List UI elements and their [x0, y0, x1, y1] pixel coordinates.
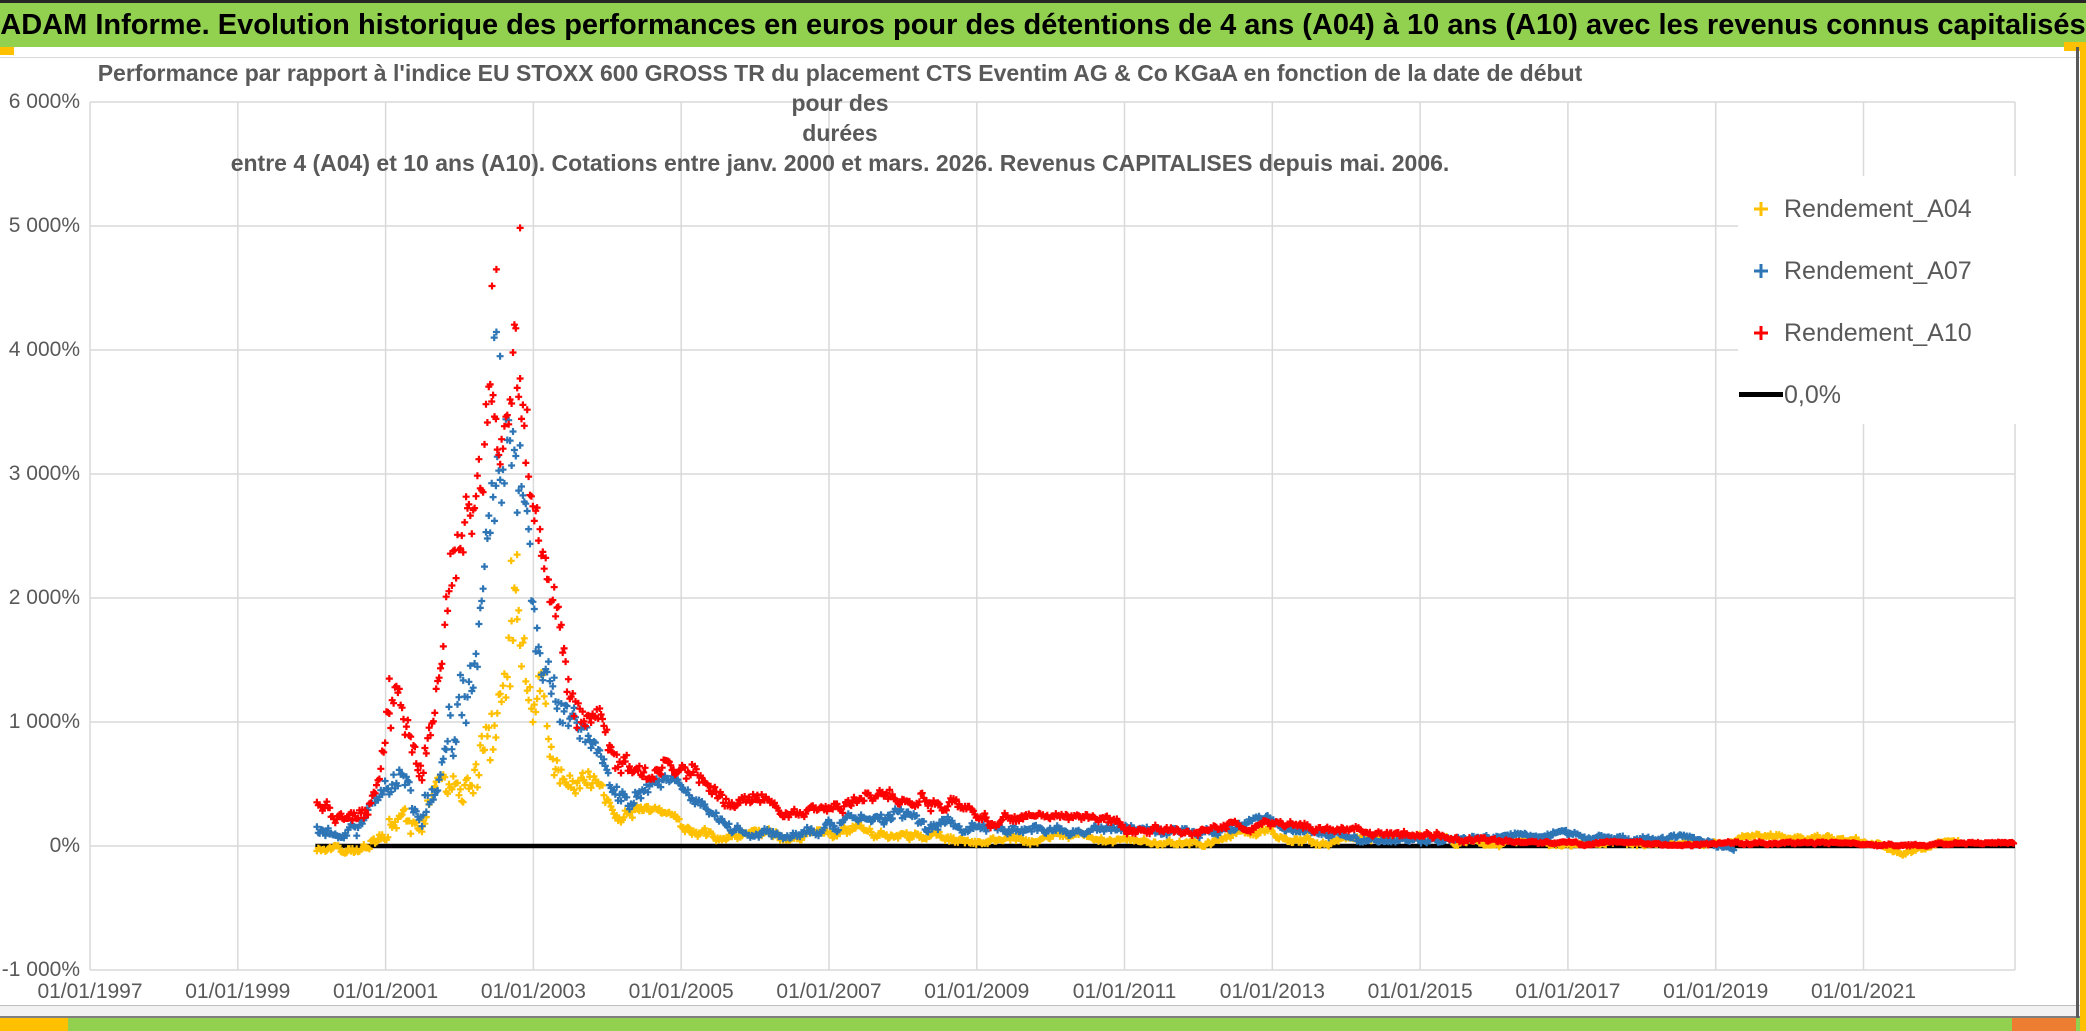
x-tick-label: 01/01/2013: [1219, 980, 1325, 1003]
report-title: ADAM Informe. Evolution historique des p…: [0, 9, 2086, 41]
y-tick-label: 2 000%: [8, 586, 80, 609]
chart-title-line-1: Performance par rapport à l'indice EU ST…: [97, 60, 1583, 116]
x-tick-label: 01/01/2009: [924, 980, 1030, 1003]
legend-label: Rendement_A04: [1784, 194, 1972, 223]
plus-marker-icon: [1738, 200, 1784, 218]
report-title-bar: ADAM Informe. Evolution historique des p…: [0, 0, 2086, 47]
orange-corner-accent-bottom-right: [2012, 1018, 2076, 1031]
divider-line: [0, 57, 2086, 58]
x-tick-label: 01/01/2019: [1663, 980, 1769, 1003]
bottom-green-bar: [0, 1018, 2086, 1031]
y-tick-label: -1 000%: [1, 958, 80, 981]
divider-line: [0, 1005, 2086, 1006]
y-tick-label: 3 000%: [8, 462, 80, 485]
chart-title-line-2: durées: [802, 120, 878, 146]
x-tick-label: 01/01/2001: [333, 980, 439, 1003]
chart-title: Performance par rapport à l'indice EU ST…: [90, 58, 1590, 178]
legend-label: 0,0%: [1784, 380, 1841, 409]
legend-item-rendement-a07[interactable]: Rendement_A07: [1738, 248, 2016, 294]
plus-marker-icon: [1738, 324, 1784, 342]
chart-legend: Rendement_A04 Rendement_A07 Rendement_A1…: [1738, 176, 2016, 424]
plus-marker-icon: [1738, 262, 1784, 280]
x-tick-label: 01/01/2003: [480, 980, 586, 1003]
gold-corner-accent-bottom-left: [0, 1018, 68, 1031]
y-tick-label: 0%: [49, 834, 80, 857]
legend-item-rendement-a10[interactable]: Rendement_A10: [1738, 310, 2016, 356]
x-tick-label: 01/01/2015: [1367, 980, 1473, 1003]
x-tick-label: 01/01/1997: [37, 980, 143, 1003]
gold-corner-accent-top-left: [0, 47, 14, 55]
y-tick-label: 5 000%: [8, 214, 80, 237]
y-tick-label: 4 000%: [8, 338, 80, 361]
y-tick-label: 1 000%: [8, 710, 80, 733]
x-tick-label: 01/01/2017: [1515, 980, 1621, 1003]
x-tick-label: 01/01/2021: [1810, 980, 1917, 1003]
legend-item-rendement-a04[interactable]: Rendement_A04: [1738, 186, 2016, 232]
x-tick-label: 01/01/2011: [1072, 980, 1177, 1003]
legend-item-zero-line[interactable]: 0,0%: [1738, 372, 2016, 418]
y-tick-label: 6 000%: [8, 90, 80, 113]
legend-label: Rendement_A10: [1784, 318, 1972, 347]
series-Rendement_A10: [313, 224, 2018, 850]
x-tick-label: 01/01/2007: [776, 980, 882, 1003]
x-tick-label: 01/01/1999: [185, 980, 291, 1003]
divider-line: [0, 1016, 2086, 1018]
status-strip: [0, 1006, 2086, 1016]
zero-line-swatch: [1738, 391, 1784, 399]
x-tick-label: 01/01/2005: [628, 980, 734, 1003]
gold-corner-accent-top-right: [2064, 42, 2080, 51]
chart-title-line-3: entre 4 (A04) et 10 ans (A10). Cotations…: [230, 150, 1450, 176]
legend-label: Rendement_A07: [1784, 256, 1972, 285]
window-right-edge-accent: [2080, 42, 2086, 1031]
window-right-border: [2076, 47, 2079, 1018]
